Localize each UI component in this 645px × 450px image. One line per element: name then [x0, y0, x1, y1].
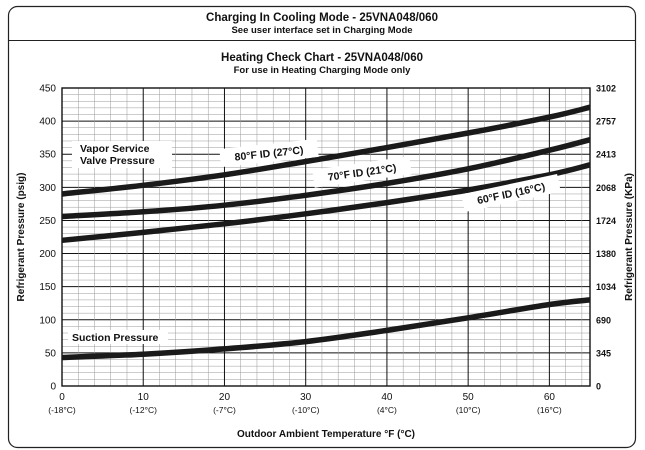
vapor-annotation-bg — [72, 141, 172, 168]
series-lines — [61, 104, 591, 361]
chart-title: Heating Check Chart - 25VNA048/060 — [221, 52, 423, 64]
y-tick-label: 0 — [50, 382, 56, 393]
x-tick-label: 20 — [219, 392, 231, 403]
suction-pressure-annotation: Suction Pressure — [68, 330, 168, 344]
y-tick-label: 250 — [39, 216, 56, 227]
vapor-pressure-annotation: Vapor Service Valve Pressure — [72, 141, 172, 168]
series-line-70f — [61, 137, 591, 220]
y-tick-label: 450 — [39, 84, 56, 95]
y-right-tick-label: 690 — [596, 315, 611, 325]
curve-label-70f: 70°F ID (21°C) — [312, 156, 412, 188]
x-tick-label: 30 — [300, 392, 312, 403]
vapor-annotation-line-1: Vapor Service — [80, 143, 150, 155]
y-tick-label: 50 — [45, 348, 57, 359]
x-axis-title: Outdoor Ambient Temperature °F (°C) — [237, 429, 415, 440]
x-tick-label: 10 — [138, 392, 150, 403]
x-tick-label-celsius: (-12°C) — [129, 405, 157, 415]
series-line-80f — [61, 104, 591, 197]
y-right-tick-label: 2068 — [596, 183, 616, 193]
x-tick-label-celsius: (16°C) — [537, 405, 562, 415]
x-tick-label: 60 — [544, 392, 556, 403]
x-tick-label: 50 — [463, 392, 475, 403]
series-line-suction — [61, 297, 591, 361]
x-tick-label: 40 — [381, 392, 393, 403]
y-right-tick-label: 2413 — [596, 150, 616, 160]
y-axis-title: Refrigerant Pressure (psig) — [16, 173, 27, 302]
x-tick-label-celsius: (-10°C) — [292, 405, 320, 415]
y-axis-right-title: Refrigerant Pressure (KPa) — [624, 173, 635, 301]
x-tick-label: 0 — [59, 392, 65, 403]
y-tick-label: 150 — [39, 282, 56, 293]
y-tick-label: 350 — [39, 150, 56, 161]
y-tick-label: 300 — [39, 183, 56, 194]
y-right-tick-label: 2757 — [596, 117, 616, 127]
y-right-tick-label: 345 — [596, 348, 611, 358]
y-right-tick-label: 3102 — [596, 84, 616, 94]
y-right-tick-label: 1034 — [596, 282, 616, 292]
y-right-tick-label: 1724 — [596, 216, 616, 226]
suction-annotation-text: Suction Pressure — [72, 332, 159, 344]
y-right-tick-label: 1380 — [596, 249, 616, 259]
y-tick-label: 200 — [39, 249, 56, 260]
plot-frame — [61, 87, 591, 387]
chart-subtitle: For use in Heating Charging Mode only — [234, 65, 412, 76]
x-tick-label-celsius: (10°C) — [456, 405, 481, 415]
vapor-annotation-line-2: Valve Pressure — [80, 155, 155, 167]
x-tick-label-celsius: (-7°C) — [213, 405, 236, 415]
curve-label-80f: 80°F ID (27°C) — [219, 138, 319, 168]
y-tick-label: 100 — [39, 315, 56, 326]
header-title: Charging In Cooling Mode - 25VNA048/060 — [206, 12, 438, 24]
series-line-60f — [61, 162, 591, 244]
header-subtitle: See user interface set in Charging Mode — [231, 25, 412, 36]
tick-labels: 0501001502002503003504004500345690103413… — [39, 84, 616, 416]
x-tick-label-celsius: (-18°C) — [48, 405, 76, 415]
suction-annotation-bg — [68, 330, 168, 344]
y-tick-label: 400 — [39, 117, 56, 128]
x-tick-label-celsius: (4°C) — [377, 405, 397, 415]
y-right-tick-label: 0 — [596, 382, 601, 392]
